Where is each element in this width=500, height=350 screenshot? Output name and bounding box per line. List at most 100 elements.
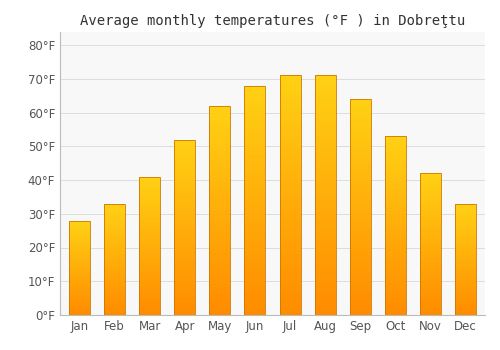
Bar	[350, 247, 371, 250]
Bar	[139, 251, 160, 253]
Bar	[350, 218, 371, 222]
Bar	[385, 270, 406, 273]
Bar	[420, 173, 441, 315]
Bar	[314, 191, 336, 195]
Bar	[455, 261, 476, 263]
Bar	[455, 205, 476, 207]
Bar	[244, 231, 266, 235]
Bar	[69, 298, 90, 299]
Bar	[385, 151, 406, 154]
Bar	[69, 271, 90, 272]
Bar	[385, 261, 406, 264]
Bar	[455, 300, 476, 302]
Bar	[139, 239, 160, 241]
Bar	[139, 255, 160, 257]
Bar	[104, 228, 125, 230]
Bar	[139, 237, 160, 239]
Bar	[139, 202, 160, 204]
Bar	[420, 313, 441, 315]
Bar	[139, 296, 160, 299]
Bar	[104, 244, 125, 246]
Bar	[420, 230, 441, 232]
Bar	[314, 119, 336, 123]
Bar	[314, 139, 336, 143]
Bar	[420, 228, 441, 230]
Bar	[455, 254, 476, 256]
Bar	[174, 262, 195, 265]
Bar	[420, 310, 441, 313]
Bar	[244, 154, 266, 158]
Bar	[280, 259, 300, 263]
Bar	[104, 289, 125, 291]
Bar	[244, 269, 266, 273]
Bar	[244, 150, 266, 154]
Bar	[385, 163, 406, 166]
Bar	[420, 263, 441, 265]
Bar	[385, 240, 406, 244]
Bar	[420, 282, 441, 284]
Bar	[420, 261, 441, 263]
Bar	[455, 217, 476, 218]
Bar	[385, 184, 406, 187]
Bar	[420, 239, 441, 242]
Bar	[280, 103, 300, 107]
Bar	[420, 232, 441, 235]
Bar	[210, 144, 231, 148]
Bar	[69, 270, 90, 271]
Bar	[385, 276, 406, 279]
Bar	[280, 147, 300, 151]
Bar	[244, 242, 266, 246]
Bar	[174, 268, 195, 271]
Bar	[104, 291, 125, 293]
Bar	[280, 243, 300, 247]
Bar	[455, 244, 476, 246]
Bar	[244, 223, 266, 227]
Bar	[455, 285, 476, 287]
Bar	[420, 211, 441, 213]
Bar	[455, 248, 476, 250]
Bar	[385, 187, 406, 190]
Bar	[174, 295, 195, 298]
Bar	[174, 192, 195, 195]
Bar	[244, 97, 266, 101]
Bar	[420, 209, 441, 211]
Bar	[420, 249, 441, 251]
Bar	[280, 247, 300, 251]
Bar	[350, 106, 371, 110]
Bar	[350, 261, 371, 265]
Bar	[244, 85, 266, 89]
Bar	[244, 219, 266, 223]
Bar	[350, 308, 371, 312]
Bar	[314, 115, 336, 119]
Bar	[210, 301, 231, 304]
Bar	[210, 231, 231, 235]
Bar	[350, 268, 371, 272]
Bar	[244, 174, 266, 177]
Bar	[139, 253, 160, 255]
Bar	[104, 282, 125, 284]
Bar	[420, 296, 441, 299]
Bar	[104, 213, 125, 215]
Bar	[350, 214, 371, 218]
Bar	[385, 214, 406, 217]
Bar	[210, 308, 231, 312]
Bar	[350, 142, 371, 146]
Bar	[104, 217, 125, 218]
Bar	[69, 304, 90, 306]
Bar	[455, 298, 476, 300]
Bar	[210, 134, 231, 137]
Bar	[350, 254, 371, 257]
Bar	[69, 241, 90, 243]
Bar	[104, 209, 125, 211]
Bar	[314, 151, 336, 155]
Bar	[139, 218, 160, 220]
Bar	[210, 120, 231, 123]
Bar	[314, 163, 336, 167]
Bar	[314, 167, 336, 171]
Bar	[210, 221, 231, 224]
Bar	[174, 309, 195, 312]
Bar	[244, 277, 266, 281]
Bar	[314, 127, 336, 131]
Bar	[104, 263, 125, 265]
Bar	[104, 204, 125, 315]
